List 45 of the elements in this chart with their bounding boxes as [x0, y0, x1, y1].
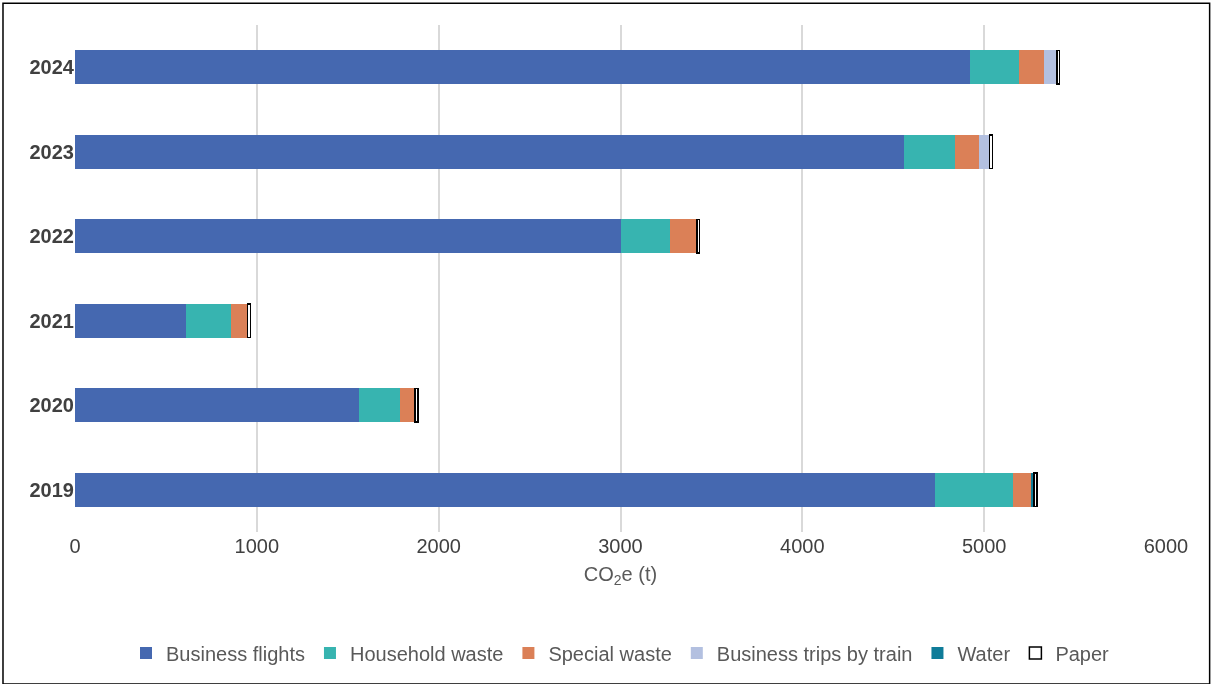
y-tick-label: 2021	[29, 309, 74, 332]
bar	[955, 134, 979, 169]
bar	[400, 388, 416, 423]
legend-label: Business trips by train	[716, 642, 913, 665]
y-tick-label: 2023	[29, 140, 74, 163]
bar	[185, 303, 232, 338]
y-tick-label: 2024	[29, 56, 75, 79]
bar	[969, 50, 1019, 85]
x-tick-label: 3000	[598, 535, 643, 557]
bar	[935, 472, 1014, 507]
legend-label: Paper	[1055, 642, 1110, 665]
bar	[75, 219, 621, 254]
x-tick-label: 4000	[780, 535, 825, 557]
legend-label: Special waste	[548, 642, 672, 665]
bar	[696, 218, 701, 254]
bar	[414, 387, 419, 423]
bar	[669, 219, 697, 254]
legend-label: Water	[957, 642, 1011, 665]
legend-label: Household waste	[349, 642, 504, 665]
y-tick-label: 2019	[29, 478, 74, 501]
bar	[75, 472, 936, 507]
bar	[978, 134, 990, 169]
x-tick-label: 6000	[1143, 535, 1189, 557]
x-tick-label: 1000	[234, 535, 280, 557]
bar	[620, 219, 670, 254]
bar	[904, 134, 956, 169]
bar	[1056, 49, 1061, 85]
bar	[75, 303, 186, 338]
bar	[246, 303, 252, 339]
bar	[358, 388, 401, 423]
x-tick-label: 5000	[961, 535, 1007, 557]
bar	[75, 388, 359, 423]
bar	[1044, 50, 1057, 85]
y-tick-label: 2020	[29, 394, 74, 417]
bar	[988, 134, 994, 170]
bar	[231, 303, 248, 338]
x-axis-title: CO$_{2}$e (t)	[583, 562, 658, 588]
bar	[1013, 472, 1032, 507]
x-tick-label: 2000	[416, 535, 461, 557]
bar	[75, 50, 970, 85]
y-tick-label: 2022	[29, 225, 74, 248]
bar	[75, 134, 905, 169]
x-tick-label: 0	[69, 535, 81, 557]
bar	[1018, 50, 1045, 85]
legend-label: Business flights	[166, 642, 305, 665]
